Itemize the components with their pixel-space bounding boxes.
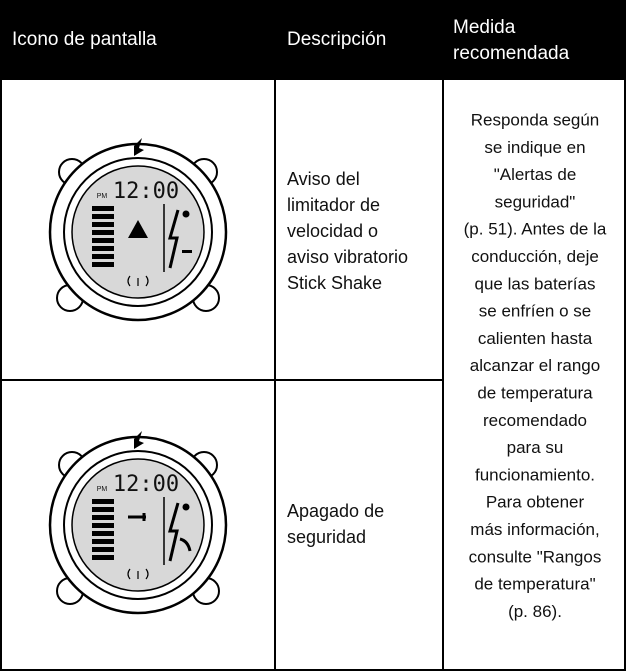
action-line: de temperatura" [474,575,595,594]
battery-bar [92,531,114,536]
battery-bar [92,523,114,528]
dot [182,503,190,511]
description-line: Apagado de [287,501,384,521]
action-line: Para obtener [486,493,585,512]
signal-icon [127,568,149,580]
hook [179,537,192,552]
watch-icon: 12:00 PM [48,138,228,322]
dash [182,250,192,253]
wrench-icon [128,513,146,521]
battery-bar [92,555,114,560]
description-line: velocidad o [287,221,378,241]
display-period: PM [97,193,108,200]
action-line: calienten hasta [478,329,593,348]
action-line: (p. 51). Antes de la [464,220,607,239]
description-line: Aviso del [287,169,360,189]
action-line: se indique en [484,138,585,157]
battery-bar [92,515,114,520]
description-line: limitador de [287,195,380,215]
top-icon [134,138,144,156]
battery-bar [92,230,114,235]
watch-icon: 12:00 PM [48,431,228,615]
header-cell: Medida [453,17,516,38]
battery-bar [92,206,114,211]
action-line: recomendado [483,411,587,430]
watch-ring [63,450,213,600]
display-time: 12:00 [113,179,179,204]
battery-bar [92,222,114,227]
battery-bar [92,539,114,544]
display-period: PM [97,486,108,493]
battery-bar [92,507,114,512]
action-line: se enfríen o se [479,302,591,321]
watch-ring [63,157,213,307]
battery-bar [92,238,114,243]
action-line: alcanzar el rango [470,356,600,375]
action-line: más información, [470,520,599,539]
bolt [168,209,180,269]
display-time: 12:00 [113,472,179,497]
battery-bar [92,246,114,251]
action-line: "Alertas de [494,165,577,184]
description-line: seguridad [287,527,366,547]
action-line: (p. 86). [508,602,562,621]
top-icon [134,431,144,449]
action-line: seguridad" [495,192,576,211]
battery-bar [92,262,114,267]
action-line: conducción, deje [471,247,599,266]
header-cell: Icono de pantalla [12,29,157,50]
warning-icon [128,220,148,238]
signal-icon [127,275,149,287]
action-line: que las baterías [475,274,596,293]
action-line: Responda según [471,110,600,129]
action-line: de temperatura [477,383,593,402]
header-cell: Descripción [287,29,386,50]
bolt [168,502,180,562]
action-line: consulte "Rangos [469,547,602,566]
battery-bar [92,214,114,219]
header-cell: recomendada [453,43,570,64]
description-line: Stick Shake [287,273,382,293]
description-line: aviso vibratorio [287,247,408,267]
battery-bar [92,547,114,552]
dot [182,210,190,218]
header-background [0,0,626,80]
battery-bar [92,499,114,504]
action-line: para su [507,438,564,457]
action-line: funcionamiento. [475,465,595,484]
battery-bar [92,254,114,259]
